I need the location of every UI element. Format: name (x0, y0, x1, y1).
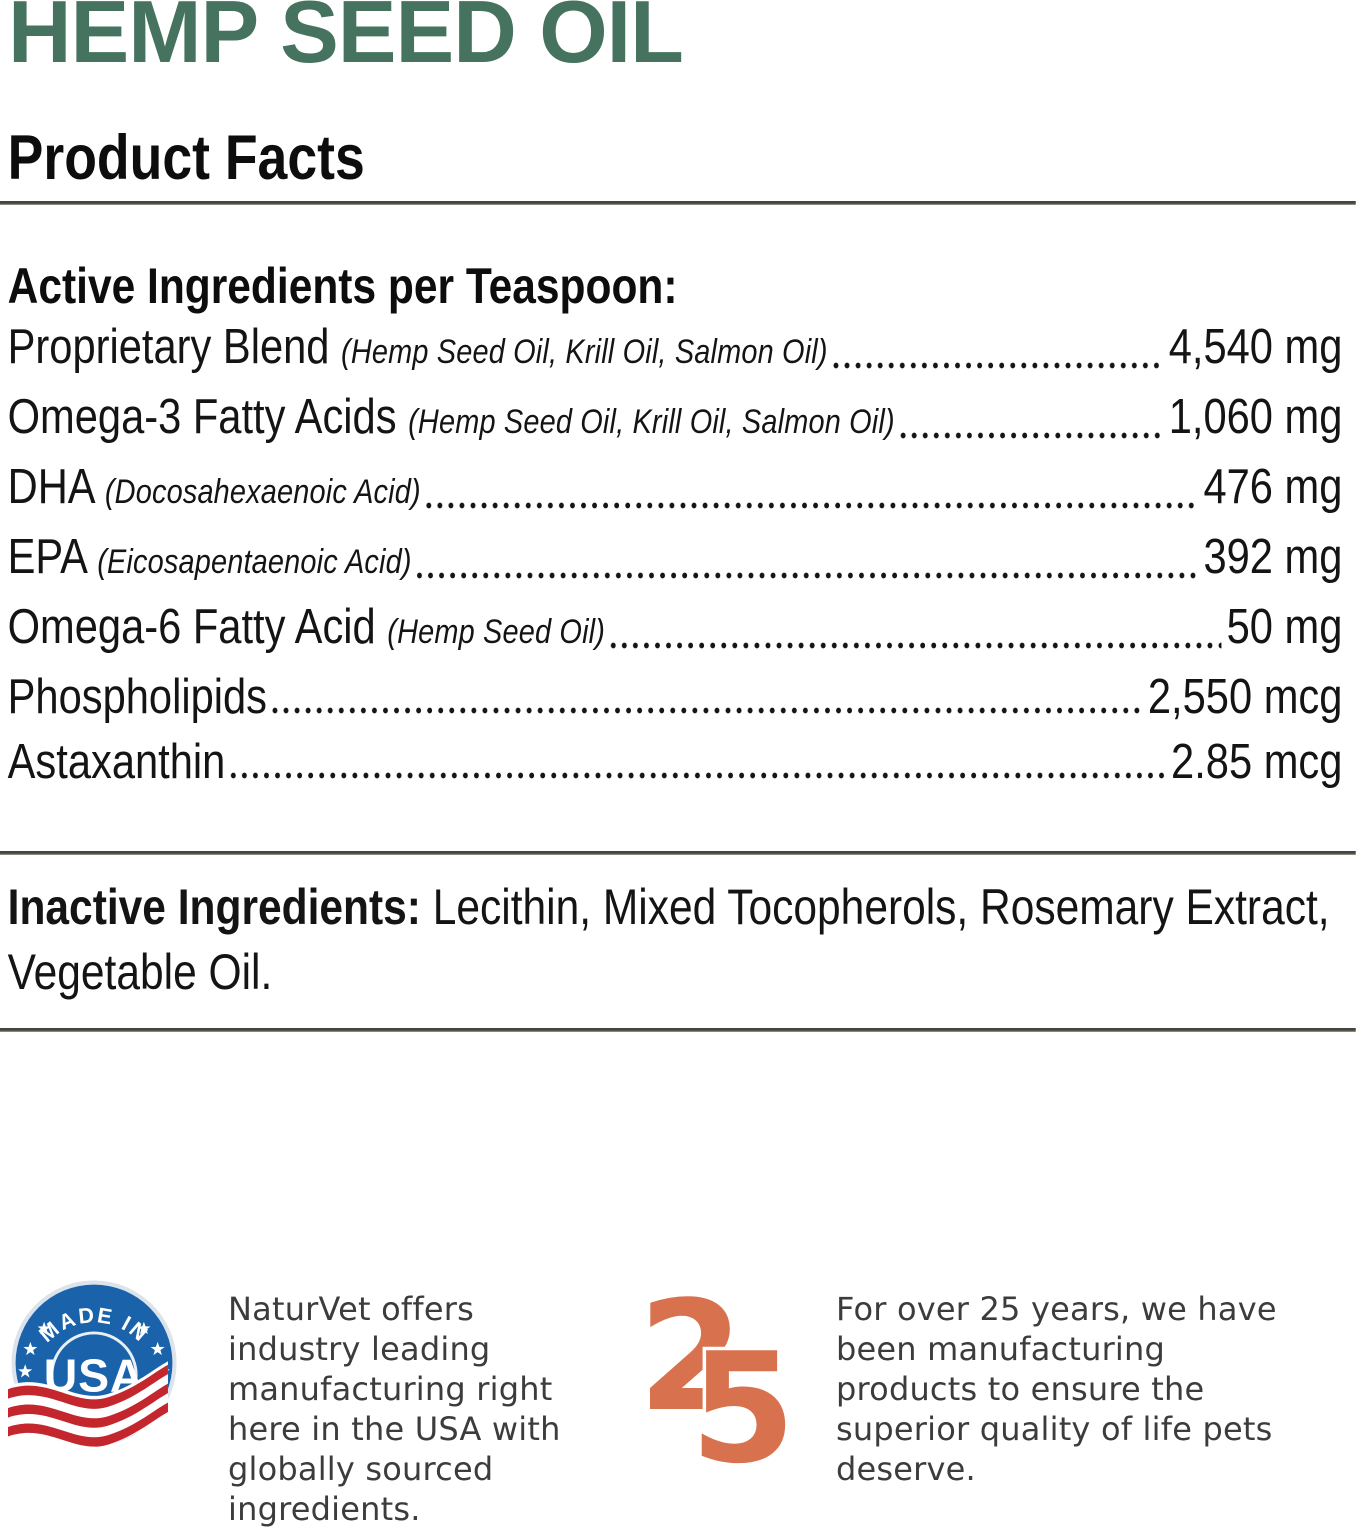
ingredient-amount: 2,550 mcg (1147, 670, 1343, 724)
badge-flag-ribbon (8, 1361, 168, 1448)
footer: MADE IN USA NaturVet offers industry lea… (0, 1277, 1356, 1529)
ingredient-amount: 2.85 mcg (1171, 735, 1343, 789)
footer-right-text: For over 25 years, we have been manufact… (836, 1290, 1277, 1488)
ingredient-name: Phospholipids (7, 670, 267, 724)
ingredient-name: Proprietary Blend (7, 320, 330, 374)
25-logo-digit-5: 5 (690, 1320, 792, 1472)
divider-middle (0, 851, 1356, 855)
product-facts-panel: Product Facts Active Ingredients per Tea… (0, 123, 1356, 1032)
ingredient-amount: 476 mg (1203, 460, 1343, 514)
dot-leader (897, 385, 1166, 455)
ingredient-row: Astaxanthin 2.85 mcg (0, 730, 1356, 795)
ingredient-row: Omega-3 Fatty Acids (Hemp Seed Oil, Kril… (0, 385, 1356, 455)
made-in-usa-badge-icon: MADE IN USA (8, 1280, 177, 1448)
ingredient-amount: 1,060 mg (1168, 390, 1343, 444)
dot-leader (423, 455, 1201, 525)
ingredient-detail: (Hemp Seed Oil, Krill Oil, Salmon Oil) (408, 403, 895, 441)
25-years-icon: 2 5 (644, 1287, 792, 1472)
ingredient-amount: 4,540 mg (1168, 320, 1343, 374)
page-title: HEMP SEED OIL (8, 0, 684, 81)
dot-leader (830, 315, 1166, 385)
inactive-ingredients-text: Lecithin, Mixed Tocopherols, Rosemary Ex… (7, 879, 1330, 1000)
ingredient-name: Omega-6 Fatty Acid (7, 600, 376, 654)
ingredient-detail: (Hemp Seed Oil, Krill Oil, Salmon Oil) (341, 333, 828, 371)
ingredient-row: Proprietary Blend (Hemp Seed Oil, Krill … (0, 315, 1356, 385)
ingredient-detail: (Eicosapentaenoic Acid) (97, 543, 412, 581)
ingredient-name: Omega-3 Fatty Acids (7, 390, 397, 444)
25-logo-digit-2: 2 (644, 1287, 744, 1445)
divider-top (0, 201, 1356, 205)
ingredient-detail: (Docosahexaenoic Acid) (104, 473, 421, 511)
divider-bottom (0, 1028, 1356, 1032)
dot-leader (608, 595, 1224, 665)
active-ingredients-heading: Active Ingredients per Teaspoon: (7, 258, 678, 314)
ingredient-list: Proprietary Blend (Hemp Seed Oil, Krill … (0, 315, 1356, 795)
ingredient-row: EPA (Eicosapentaenoic Acid) 392 mg (0, 525, 1356, 595)
dot-leader (414, 525, 1201, 595)
dot-leader (270, 665, 1146, 730)
ingredient-name: DHA (7, 460, 94, 514)
product-facts-heading: Product Facts (7, 123, 365, 193)
ingredient-name: Astaxanthin (7, 735, 226, 789)
inactive-ingredients-label: Inactive Ingredients: (7, 879, 421, 935)
ingredient-amount: 50 mg (1226, 600, 1343, 654)
ingredient-amount: 392 mg (1203, 530, 1343, 584)
ingredient-row: Phospholipids 2,550 mcg (0, 665, 1356, 730)
ingredient-detail: (Hemp Seed Oil) (387, 613, 606, 651)
inactive-ingredients: Inactive Ingredients: Lecithin, Mixed To… (0, 875, 1356, 1005)
dot-leader (228, 730, 1169, 795)
ingredient-row: DHA (Docosahexaenoic Acid) 476 mg (0, 455, 1356, 525)
ingredient-row: Omega-6 Fatty Acid (Hemp Seed Oil) 50 mg (0, 595, 1356, 665)
ingredient-name: EPA (7, 530, 86, 584)
footer-left-text: NaturVet offers industry leading manufac… (228, 1290, 561, 1528)
